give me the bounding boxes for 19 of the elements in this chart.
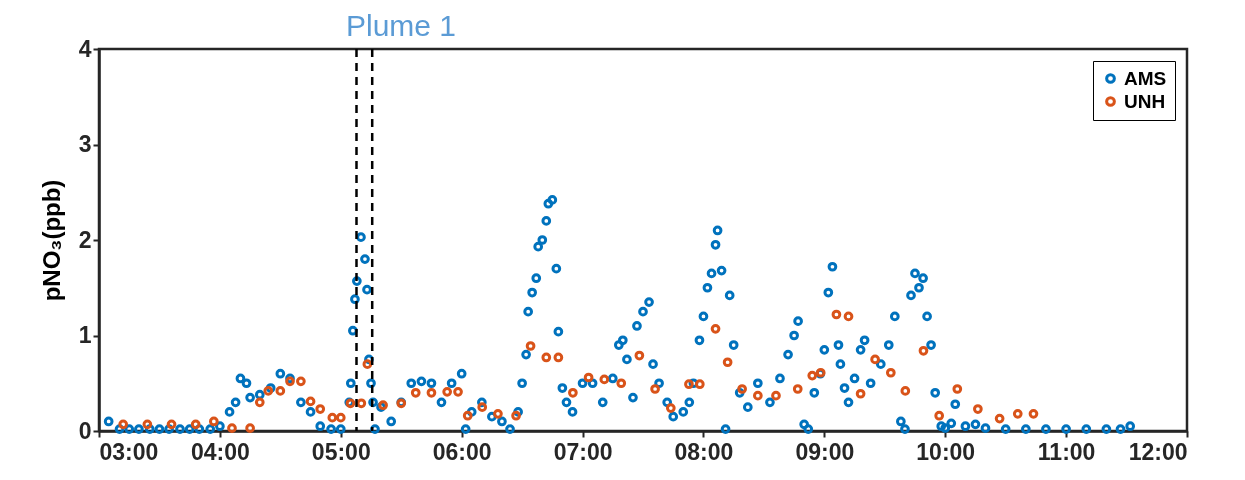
- x-tick-label: 04:00: [190, 438, 250, 465]
- y-tick-label: 4: [78, 35, 92, 62]
- x-tick-label: 11:00: [1037, 438, 1096, 465]
- legend-label: UNH: [1124, 90, 1166, 112]
- y-tick-label: 0: [78, 417, 92, 444]
- x-tick-label: 12:00: [1128, 438, 1188, 465]
- x-tick-label: 08:00: [674, 438, 734, 465]
- x-tick-label: 10:00: [916, 438, 976, 465]
- y-axis-title: pNO₃(ppb): [37, 179, 65, 302]
- x-tick-label: 05:00: [311, 438, 371, 465]
- x-tick-label: 06:00: [432, 438, 492, 465]
- x-tick-label: 03:00: [99, 438, 159, 465]
- y-tick-label: 3: [78, 131, 92, 157]
- x-tick-label: 09:00: [795, 438, 855, 465]
- y-tick-label: 2: [78, 226, 92, 253]
- text: Plume 1: [345, 9, 457, 42]
- legend-label: AMS: [1124, 67, 1167, 89]
- x-tick-label: 07:00: [553, 438, 613, 465]
- y-tick-label: 1: [78, 322, 92, 348]
